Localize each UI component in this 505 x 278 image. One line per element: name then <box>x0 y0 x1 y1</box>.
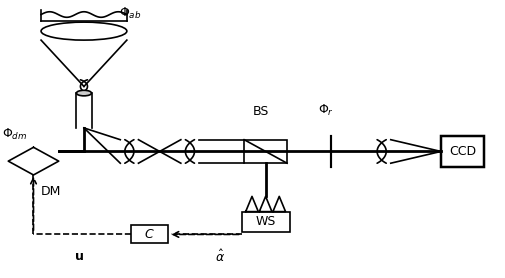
Bar <box>130 225 168 244</box>
Bar <box>241 212 289 232</box>
Bar <box>244 140 286 163</box>
Text: $\hat{\alpha}$: $\hat{\alpha}$ <box>215 249 225 265</box>
Text: $C$: $C$ <box>144 228 155 241</box>
Text: DM: DM <box>41 185 61 198</box>
Bar <box>440 136 483 167</box>
Text: CCD: CCD <box>448 145 475 158</box>
Text: $\Phi_{dm}$: $\Phi_{dm}$ <box>2 127 27 142</box>
Text: WS: WS <box>255 215 275 229</box>
Text: $\bf{u}$: $\bf{u}$ <box>74 250 84 263</box>
Ellipse shape <box>76 90 91 96</box>
Text: BS: BS <box>252 105 268 118</box>
Text: $\Phi_{ab}$: $\Phi_{ab}$ <box>119 6 141 21</box>
Text: $\Phi_{r}$: $\Phi_{r}$ <box>318 103 333 118</box>
